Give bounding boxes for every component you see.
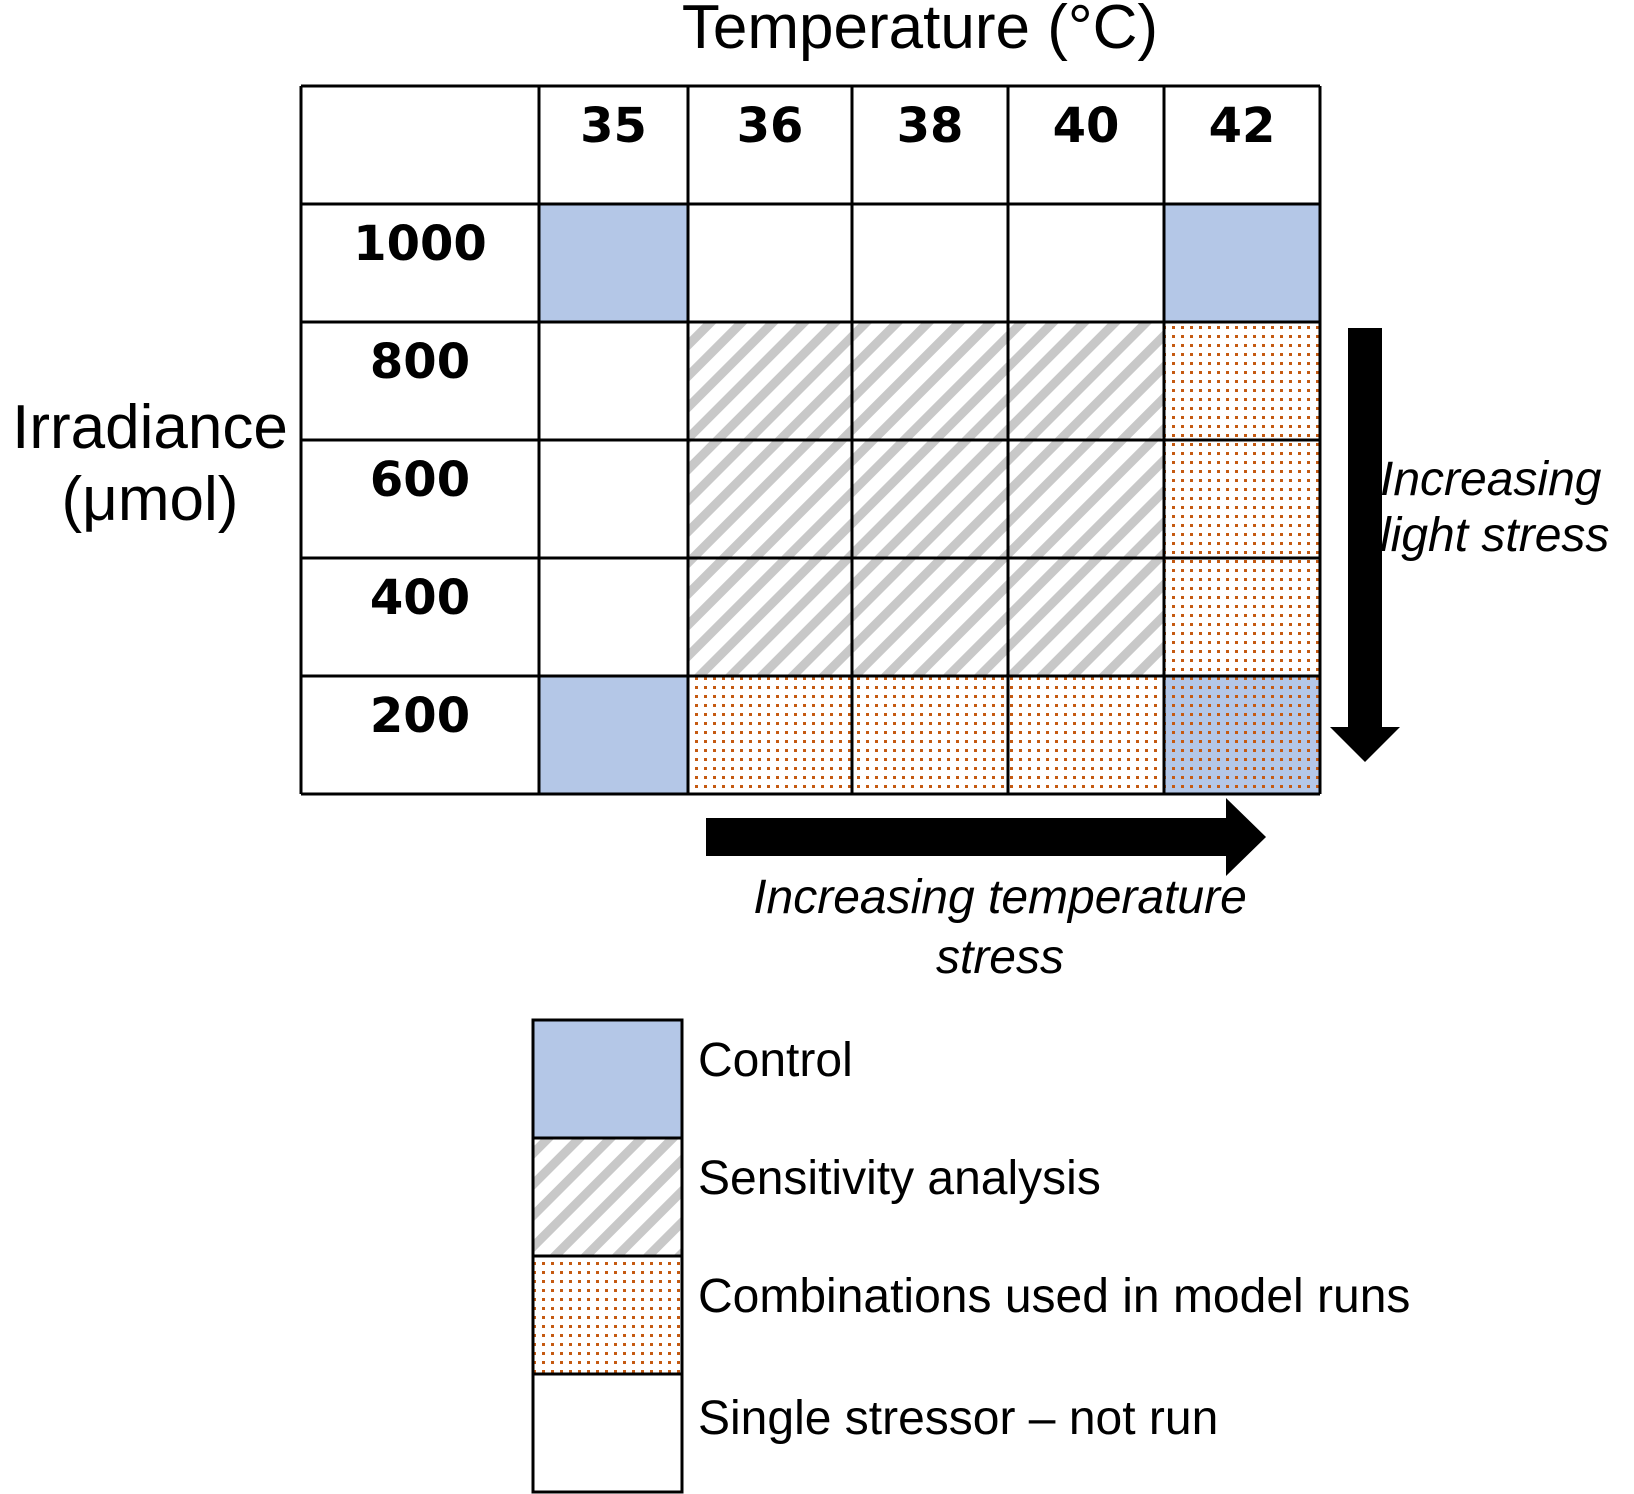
legend-swatch-none <box>531 1372 684 1494</box>
light-stress-label: Increasing light stress <box>1380 453 1610 562</box>
matrix-cell-combination <box>852 676 1008 794</box>
column-header-temperature: 36 <box>737 98 804 154</box>
matrix-cell-sensitivity <box>1008 322 1164 440</box>
matrix-cell-control <box>539 676 688 794</box>
legend-label-sensitivity: Sensitivity analysis <box>698 1152 1101 1205</box>
matrix-cell-sensitivity <box>688 440 852 558</box>
row-header-irradiance: 400 <box>370 570 470 626</box>
row-header-irradiance: 600 <box>370 452 470 508</box>
temperature-axis-title: Temperature (°C) <box>681 0 1159 62</box>
light-stress-arrow <box>1330 328 1400 762</box>
legend-swatch-combination <box>531 1254 684 1376</box>
matrix-cell-combination <box>1164 322 1320 440</box>
legend-swatch-control <box>531 1018 684 1140</box>
matrix-cell-sensitivity <box>1008 558 1164 676</box>
matrix-cell-sensitivity <box>688 558 852 676</box>
matrix-grid-lines <box>299 84 1322 796</box>
row-header-irradiance: 800 <box>370 334 470 390</box>
temperature-stress-arrow <box>706 798 1266 876</box>
legend-label-control: Control <box>698 1034 853 1087</box>
matrix-cell-combination <box>688 676 852 794</box>
matrix-cell-none <box>539 440 688 558</box>
matrix-cell-none <box>1008 204 1164 322</box>
matrix-cell-control <box>539 204 688 322</box>
matrix-cell-sensitivity <box>1008 440 1164 558</box>
matrix-cell-sensitivity <box>852 558 1008 676</box>
irradiance-axis-title: Irradiance (μmol) <box>12 393 288 534</box>
matrix-cell-sensitivity <box>852 322 1008 440</box>
matrix-cell-none <box>688 204 852 322</box>
matrix-cell-sensitivity <box>688 322 852 440</box>
column-header-temperature: 38 <box>897 98 964 154</box>
matrix-cell-control-combination <box>1164 676 1320 794</box>
matrix-cell-none <box>539 558 688 676</box>
matrix-cell-combination <box>1008 676 1164 794</box>
temperature-stress-label: Increasing temperature stress <box>753 871 1247 984</box>
matrix-cell-sensitivity <box>852 440 1008 558</box>
column-header-temperature: 35 <box>580 98 647 154</box>
matrix-cell-none <box>852 204 1008 322</box>
matrix-header-labels: 35 36 38 40 42 1000 800 600 400 200 <box>353 98 1275 744</box>
row-header-irradiance: 200 <box>370 688 470 744</box>
matrix-cell-control <box>1164 204 1320 322</box>
legend-swatch-sensitivity <box>531 1136 684 1258</box>
matrix-cell-combination <box>1164 440 1320 558</box>
legend-label-single-stressor: Single stressor – not run <box>698 1392 1219 1445</box>
matrix-cells <box>539 204 1320 794</box>
legend-label-combinations: Combinations used in model runs <box>698 1270 1411 1323</box>
column-header-temperature: 42 <box>1209 98 1276 154</box>
matrix-cell-combination <box>1164 558 1320 676</box>
legend-swatches <box>531 1018 684 1494</box>
matrix-cell-none <box>539 322 688 440</box>
column-header-temperature: 40 <box>1053 98 1120 154</box>
row-header-irradiance: 1000 <box>353 216 487 272</box>
